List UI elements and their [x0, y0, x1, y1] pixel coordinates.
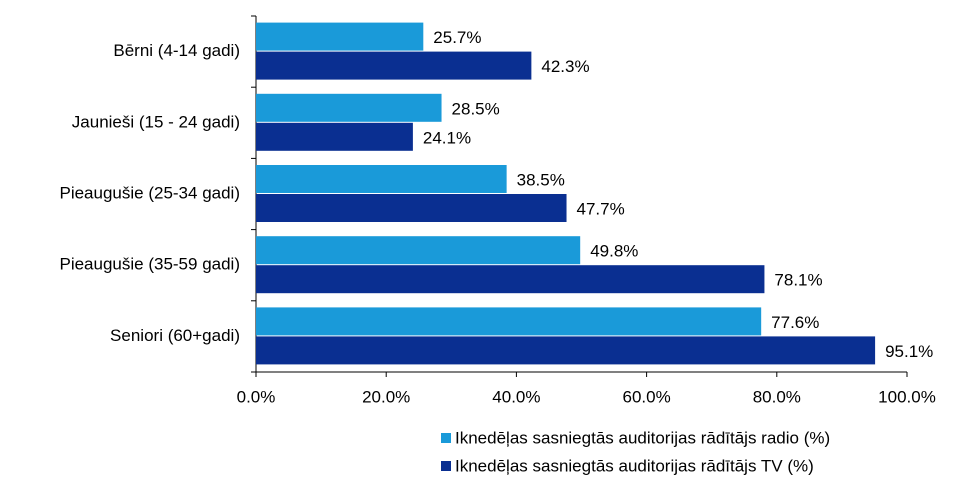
bar	[256, 122, 413, 151]
y-tick-label: Jaunieši (15 - 24 gadi)	[72, 112, 240, 131]
bar	[256, 51, 532, 80]
data-label: 28.5%	[452, 99, 500, 118]
x-tick-label: 60.0%	[622, 387, 670, 406]
bar	[256, 22, 424, 51]
y-tick-label: Pieaugušie (35-59 gadi)	[59, 255, 240, 274]
x-tick-label: 40.0%	[492, 387, 540, 406]
data-label: 25.7%	[433, 28, 481, 47]
data-label: 77.6%	[771, 313, 819, 332]
legend-swatch	[441, 433, 451, 443]
data-label: 49.8%	[590, 242, 638, 261]
data-label: 24.1%	[423, 128, 471, 147]
bar	[256, 265, 765, 294]
legend-label: Iknedēļas sasniegtās auditorijas rādītāj…	[455, 428, 830, 447]
x-tick-label: 80.0%	[753, 387, 801, 406]
y-tick-label: Pieaugušie (25-34 gadi)	[59, 183, 240, 202]
legend-label: Iknedēļas sasniegtās auditorijas rādītāj…	[455, 456, 814, 475]
legend-swatch	[441, 461, 451, 471]
bar	[256, 336, 876, 365]
x-tick-label: 0.0%	[237, 387, 276, 406]
x-tick-label: 20.0%	[362, 387, 410, 406]
data-label: 95.1%	[885, 342, 933, 361]
data-label: 42.3%	[541, 57, 589, 76]
data-label: 78.1%	[774, 271, 822, 290]
bar	[256, 307, 762, 336]
data-label: 47.7%	[577, 199, 625, 218]
bar	[256, 194, 567, 222]
y-tick-label: Bērni (4-14 gadi)	[113, 41, 240, 60]
x-tick-label: 100.0%	[878, 387, 936, 406]
data-label: 38.5%	[517, 170, 565, 189]
bar	[256, 165, 507, 193]
bar	[256, 93, 442, 122]
bar	[256, 236, 581, 265]
y-tick-label: Seniori (60+gadi)	[110, 326, 240, 345]
